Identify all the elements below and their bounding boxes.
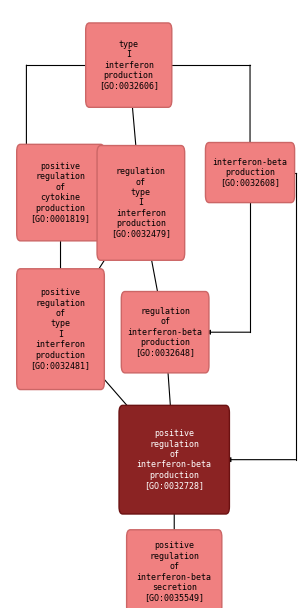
Text: positive
regulation
of
interferon-beta
production
[GO:0032728]: positive regulation of interferon-beta p… xyxy=(137,429,212,490)
FancyBboxPatch shape xyxy=(119,405,230,514)
Text: regulation
of
type
I
interferon
production
[GO:0032479]: regulation of type I interferon producti… xyxy=(111,167,171,239)
FancyBboxPatch shape xyxy=(17,144,104,241)
FancyBboxPatch shape xyxy=(205,143,295,203)
FancyBboxPatch shape xyxy=(127,530,222,612)
FancyBboxPatch shape xyxy=(86,23,172,107)
Text: positive
regulation
of
type
I
interferon
production
[GO:0032481]: positive regulation of type I interferon… xyxy=(31,288,91,370)
Text: type
I
interferon
production
[GO:0032606]: type I interferon production [GO:0032606… xyxy=(99,40,159,91)
Text: interferon-beta
production
[GO:0032608]: interferon-beta production [GO:0032608] xyxy=(213,158,288,187)
FancyBboxPatch shape xyxy=(121,291,209,373)
FancyBboxPatch shape xyxy=(97,146,185,260)
Text: positive
regulation
of
cytokine
production
[GO:0001819]: positive regulation of cytokine producti… xyxy=(31,162,91,223)
FancyBboxPatch shape xyxy=(17,269,104,390)
Text: regulation
of
interferon-beta
production
[GO:0032648]: regulation of interferon-beta production… xyxy=(128,307,203,357)
Text: positive
regulation
of
interferon-beta
secretion
[GO:0035549]: positive regulation of interferon-beta s… xyxy=(137,542,212,602)
